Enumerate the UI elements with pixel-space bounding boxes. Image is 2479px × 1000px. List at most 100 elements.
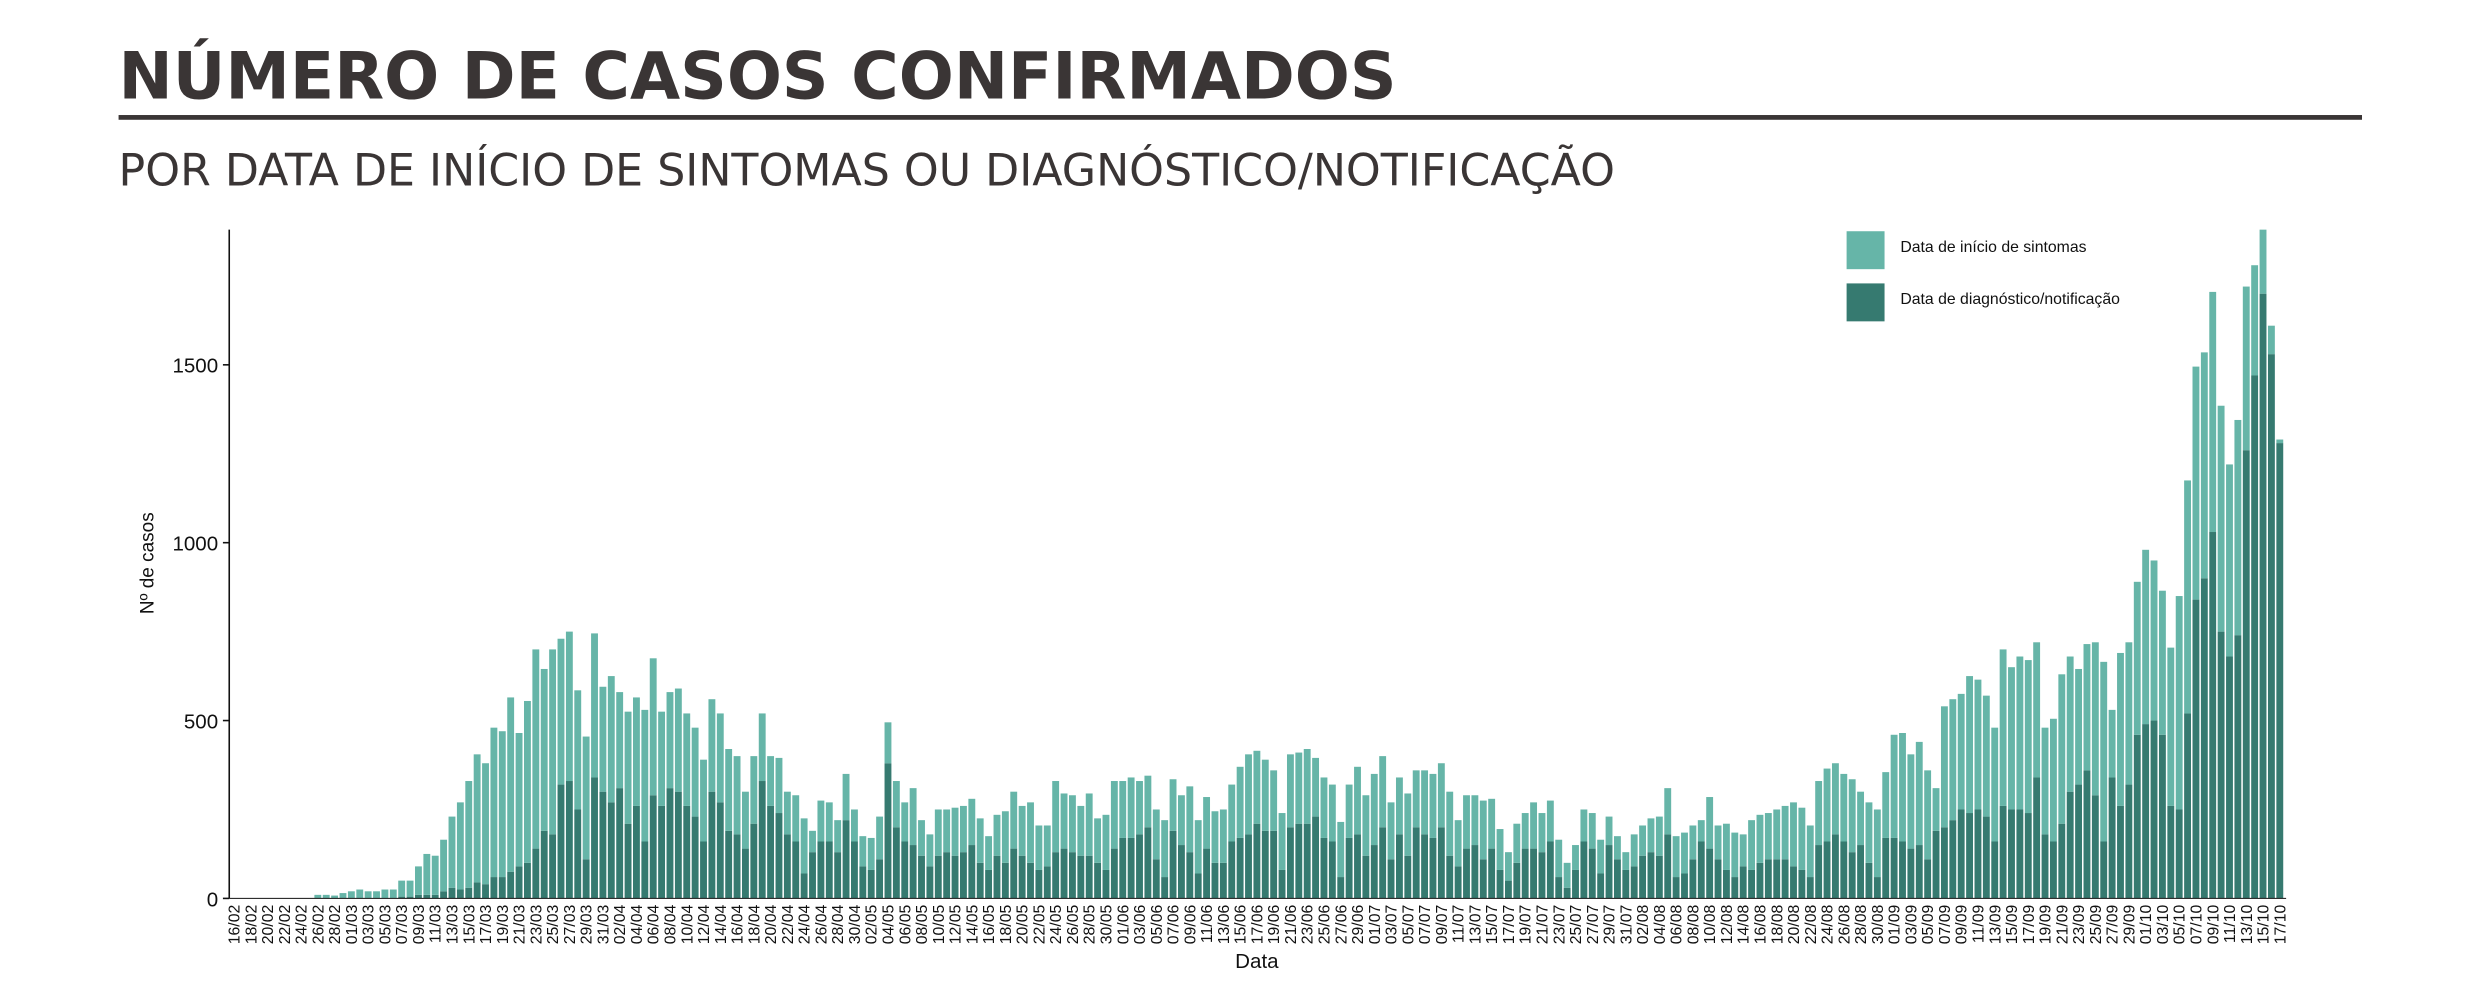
x-tick-label: 18/02 [243,905,260,945]
bar [1203,797,1211,849]
bar [1613,859,1621,899]
bar [1940,706,1948,828]
x-tick-label: 07/06 [1166,905,1183,945]
bar [1261,830,1269,899]
bar [968,845,976,899]
x-tick-label: 10/04 [679,905,696,945]
bar [2175,809,2183,899]
bar [1035,869,1043,899]
x-tick-label: 11/03 [428,905,445,944]
bar [1647,852,1655,899]
x-tick-label: 16/05 [981,905,998,945]
bar [440,839,448,892]
bar [448,816,456,888]
x-tick-label: 14/05 [964,905,981,945]
x-tick-label: 16/02 [227,905,244,945]
bar [2091,642,2099,796]
x-tick-label: 03/07 [1384,905,1401,945]
bar [809,852,816,899]
bar [758,713,766,782]
bar [1999,649,2007,806]
bar [1463,795,1470,849]
bar [1982,695,1990,817]
bar [733,834,741,899]
bar [2200,352,2208,579]
bar [1764,813,1772,860]
bar [1496,869,1504,899]
x-tick-label: 31/07 [1618,905,1635,945]
bar [532,848,540,899]
bar [2150,720,2158,899]
bar [2024,660,2032,814]
x-tick-label: 24/02 [294,905,311,945]
bar [1454,820,1462,867]
bar [1152,859,1160,899]
chart-subtitle: POR DATA DE INÍCIO DE SINTOMAS OU DIAGNÓ… [119,143,1615,196]
bar [1169,830,1177,899]
bar [2276,439,2284,444]
x-tick-label: 24/04 [797,905,814,945]
bar [440,891,448,899]
bar [1748,820,1756,870]
bar [775,757,783,814]
bar [1613,836,1621,860]
bar [1018,855,1026,899]
bar [415,866,422,895]
bar [1899,732,1906,842]
bar [2016,809,2024,899]
bar [1974,679,1982,810]
bar [1882,772,1890,838]
bar [1027,862,1034,899]
bar [1236,766,1244,838]
bar [1639,825,1647,856]
bar [398,896,406,899]
bar [1580,841,1588,899]
bar [1437,827,1445,899]
x-tick-label: 07/10 [2188,905,2205,945]
bar [1303,823,1311,899]
bar [2117,805,2124,899]
bar [549,834,557,899]
x-tick-label: 11/06 [1199,905,1216,944]
bar [2075,668,2083,785]
bar [1899,841,1906,899]
x-tick-label: 02/05 [864,905,881,945]
x-tick-label: 17/07 [1501,905,1518,945]
bar [1446,791,1454,856]
bar [691,727,699,817]
bar [1161,820,1169,878]
bar [1890,837,1898,899]
bar [322,894,330,899]
bar [658,711,666,806]
bar [406,896,414,899]
bar [1194,820,1202,874]
x-tick-label: 01/03 [344,905,361,945]
bar [398,880,406,897]
bar [1504,880,1512,899]
bar [1521,813,1529,849]
bar [1848,779,1856,853]
bar [1513,862,1521,899]
bar [1412,770,1420,828]
bar [968,798,976,846]
bar [1354,834,1361,899]
bar [1865,862,1873,899]
bar [1001,811,1009,863]
bar [901,802,909,842]
bar [792,841,800,899]
bar [1295,823,1303,899]
y-axis-label: Nº de casos [137,512,158,614]
bar [582,859,590,899]
bar [1572,869,1579,899]
bar [1588,813,1596,849]
bar [716,802,724,899]
bar [2242,450,2250,899]
bar [599,791,607,899]
bar [2251,375,2259,899]
bar [1739,866,1747,899]
bar [1404,855,1412,899]
bar [1463,848,1470,899]
bar [2209,532,2217,899]
bar [1580,809,1588,842]
bar [415,894,422,899]
